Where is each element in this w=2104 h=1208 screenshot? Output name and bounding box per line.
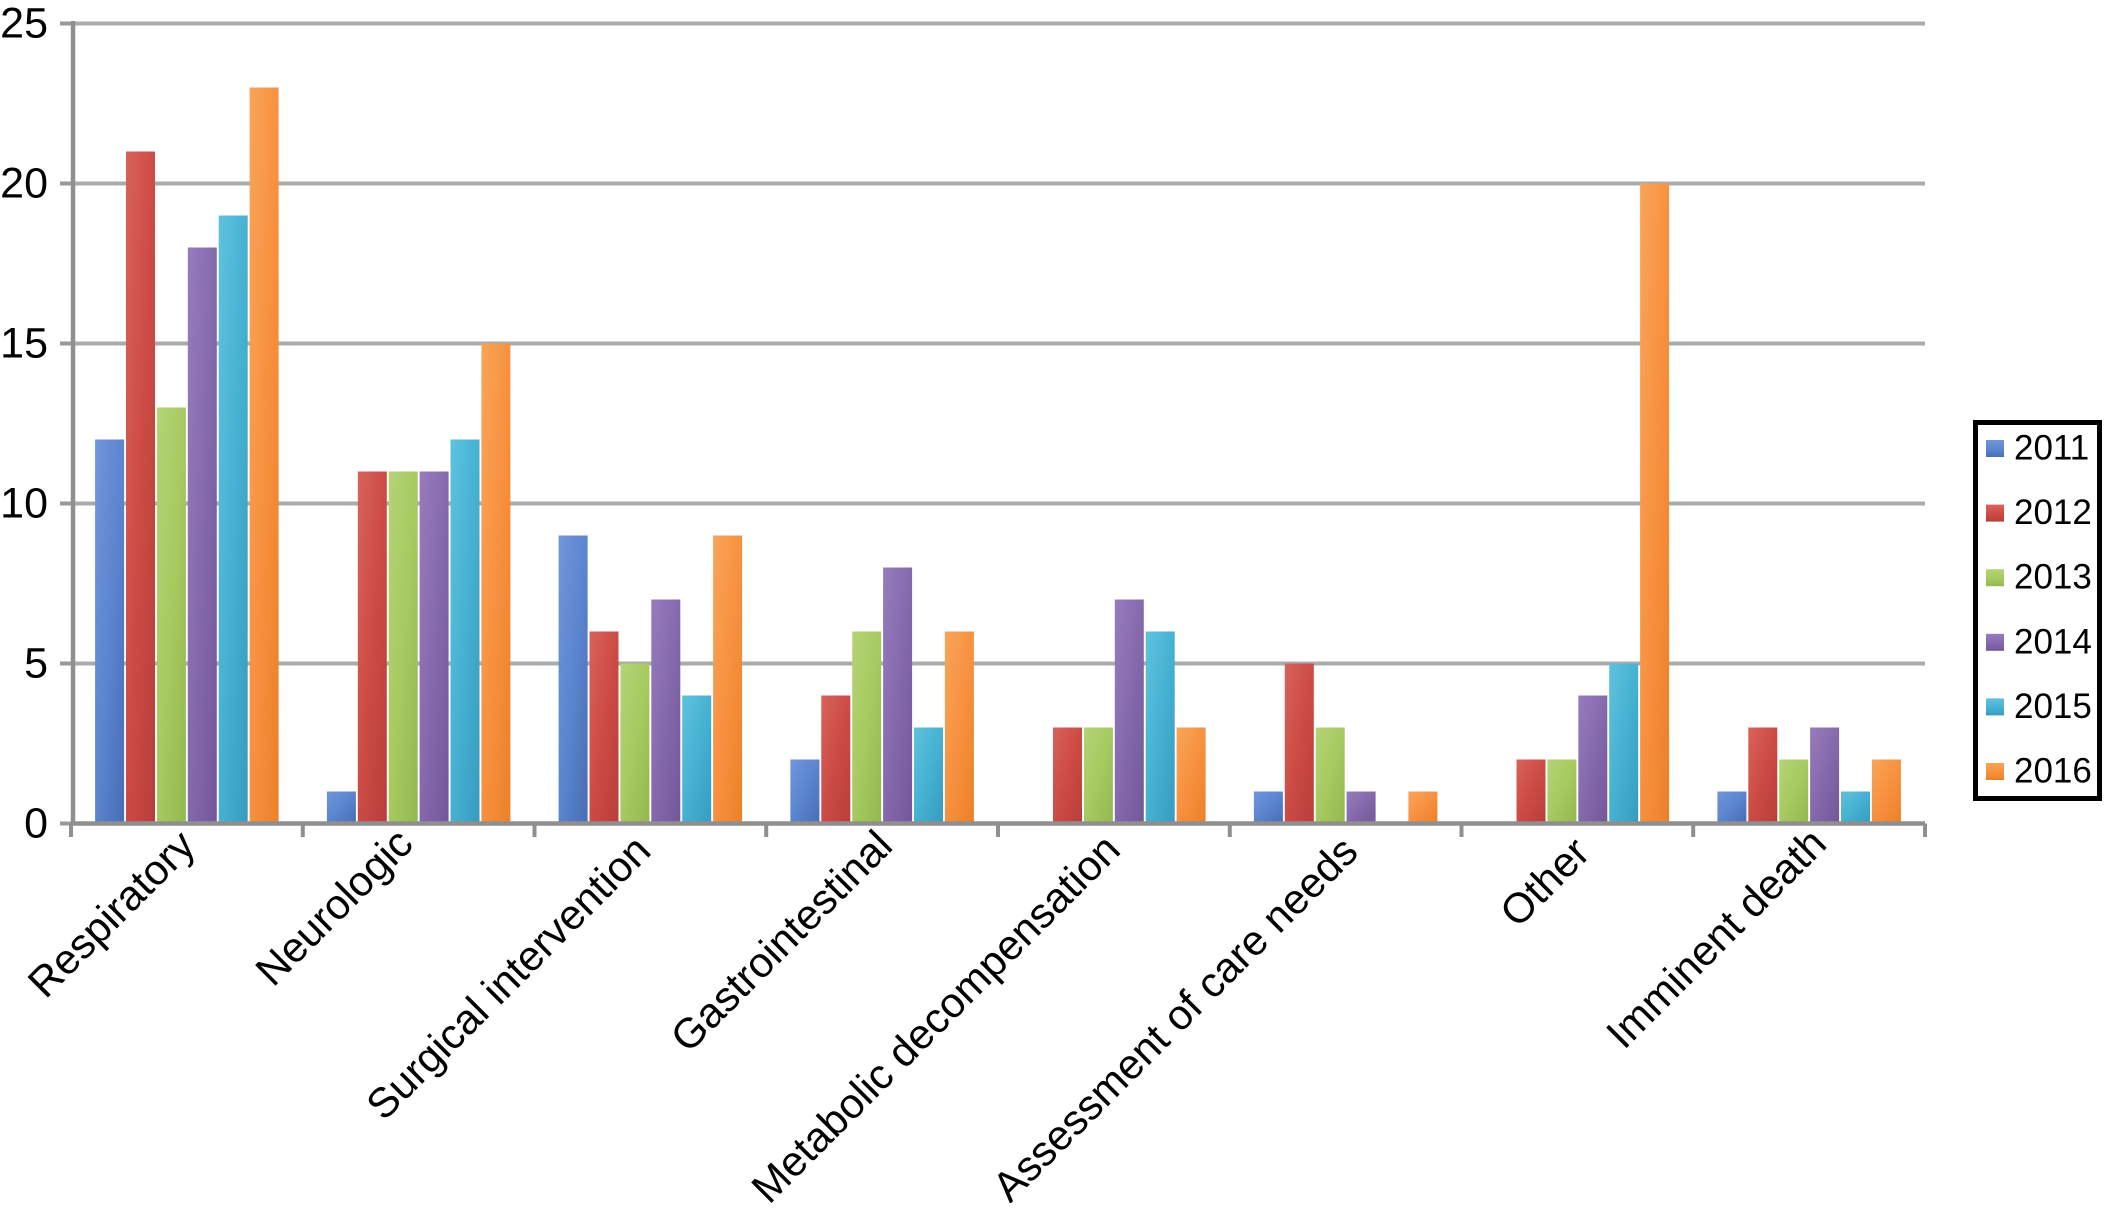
svg-text:2012: 2012 <box>2014 493 2092 532</box>
svg-text:20: 20 <box>0 160 48 208</box>
svg-text:5: 5 <box>24 640 48 688</box>
svg-text:Neurologic: Neurologic <box>246 819 421 994</box>
svg-text:2011: 2011 <box>2014 429 2089 468</box>
svg-text:Imminent death: Imminent death <box>1597 819 1835 1057</box>
svg-text:2014: 2014 <box>2014 622 2092 661</box>
svg-text:2016: 2016 <box>2014 752 2092 791</box>
svg-text:Gastrointestinal: Gastrointestinal <box>661 821 901 1061</box>
svg-text:25: 25 <box>0 0 48 48</box>
svg-text:Other: Other <box>1491 828 1599 936</box>
svg-text:10: 10 <box>0 480 48 528</box>
svg-text:15: 15 <box>0 320 48 368</box>
svg-text:2013: 2013 <box>2014 558 2092 597</box>
svg-text:0: 0 <box>24 800 48 848</box>
svg-text:Respiratory: Respiratory <box>19 821 204 1006</box>
svg-text:2015: 2015 <box>2014 687 2092 726</box>
